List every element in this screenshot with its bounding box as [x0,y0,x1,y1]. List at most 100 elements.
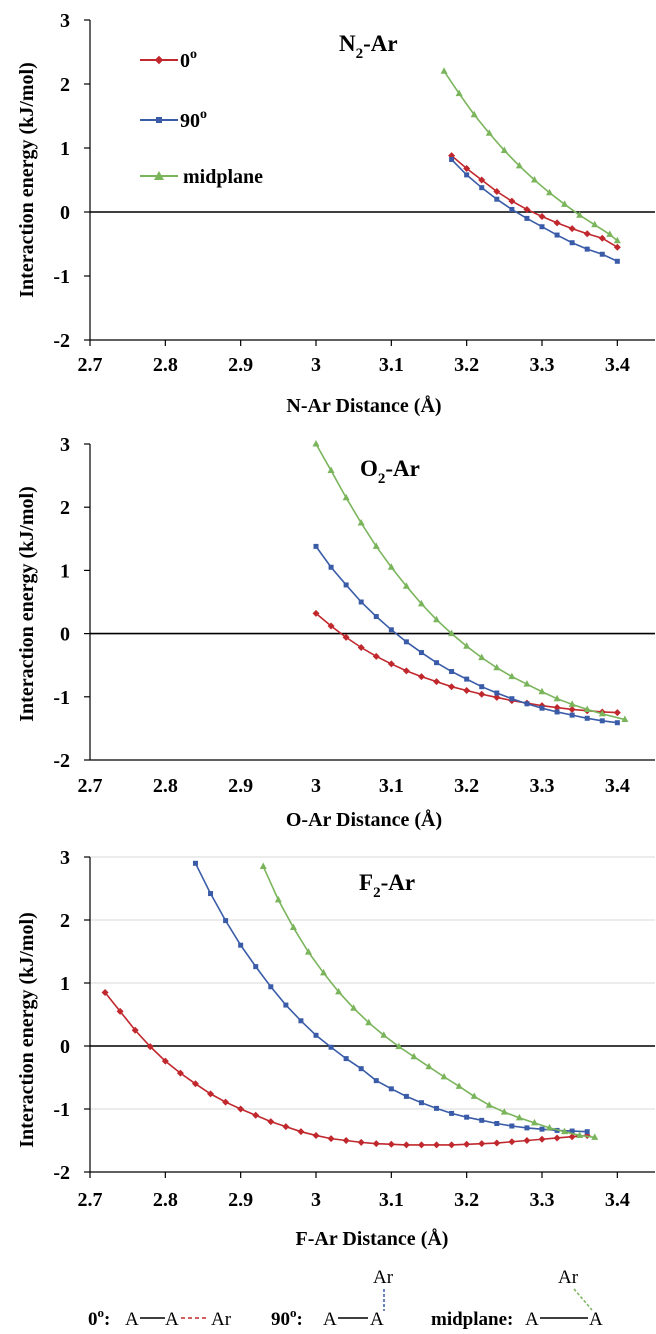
diagram-0deg: 0o: A A Ar [88,1305,232,1330]
data-point [585,716,590,721]
y-axis-label: Interaction energy (kJ/mol) [16,62,38,298]
data-point [570,240,575,245]
data-point [584,230,591,237]
data-point [373,653,380,660]
y-tick-label: 2 [60,497,70,519]
data-point [554,1134,561,1141]
data-point [600,252,605,257]
data-point [494,1121,499,1126]
data-point [614,244,621,251]
x-axis-label: F-Ar Distance (Å) [296,1227,449,1250]
data-point [441,67,448,74]
data-point [585,1129,590,1134]
data-point [418,1141,425,1148]
series-line [444,71,617,241]
data-point [433,678,440,685]
data-point [615,259,620,264]
series-90o [449,157,620,264]
y-tick-label: 1 [60,138,70,160]
y-tick-label: 0 [60,624,70,646]
y-tick-label: -2 [53,330,70,352]
data-point [614,709,621,716]
data-point [267,1118,274,1125]
data-point [404,639,409,644]
panel-n2-ar: -2-101232.7 2.8 2.9 3 3.1 3.2 3.3 3.4 N2-Ar N-A… [16,10,655,417]
y-tick-label: 1 [60,560,70,582]
interaction-line [574,1289,592,1310]
data-point [569,706,576,713]
data-point [494,691,499,696]
data-point [464,677,469,682]
data-point [555,709,560,714]
diagram-label-90deg: 90o: [271,1305,303,1330]
x-tick-label: 3 [311,775,321,797]
diagram-label-0deg: 0o: [88,1305,110,1330]
data-point [193,861,198,866]
data-point [297,1128,304,1135]
x-tick-label: 3.3 [530,775,555,797]
data-point [344,1056,349,1061]
x-tick-label: 3.2 [454,1189,479,1211]
data-point [222,1099,229,1106]
series-90o [314,544,620,725]
data-point [478,654,485,661]
data-point [298,1018,303,1023]
y-tick-label: 3 [60,847,70,869]
data-point [561,200,568,207]
x-tick-label: 2.7 [78,1189,103,1211]
series-0o [448,152,621,251]
data-point [585,247,590,252]
data-point [389,1086,394,1091]
x-tick-label: 3.4 [605,354,630,376]
x-axis-label: O-Ar Distance (Å) [286,808,442,831]
data-point [275,896,282,903]
x-tick-label: 3.1 [379,354,404,376]
data-point [524,216,529,221]
series-0o [102,989,591,1148]
legend-marker [156,117,162,123]
data-point [313,440,320,447]
plot-area: -2 -1 0 1 2 3 2.7 2.8 2.9 3 3.1 3.2 3.3 3.4 [53,847,655,1211]
atom-ar: Ar [211,1309,232,1330]
legend-label: midplane [183,166,263,188]
data-point [418,673,425,680]
atom-ar: Ar [558,1267,579,1288]
data-point [433,1141,440,1148]
data-point [374,614,379,619]
data-point [313,1132,320,1139]
data-point [524,1125,529,1130]
legend-item-90deg: 90o [140,107,207,132]
data-point [343,1137,350,1144]
y-tick-label: 3 [60,434,70,456]
x-tick-label: 2.8 [153,1189,178,1211]
data-point [282,1123,289,1130]
data-point [449,1111,454,1116]
data-point [464,172,469,177]
data-point [540,1127,545,1132]
data-point [237,1106,244,1113]
diagram-label-midplane: midplane: [431,1309,513,1330]
data-point [448,1141,455,1148]
y-tick-label: 0 [60,1036,70,1058]
data-point [478,1140,485,1147]
data-point [478,691,485,698]
diagram-midplane: midplane: A A Ar [431,1267,603,1330]
y-tick-label: 3 [60,10,70,32]
data-point [388,660,395,667]
plot-area: -2 -1 0 1 2 3 2.7 2.8 2.9 3 3.1 3.2 3.3 3.4 [53,434,655,797]
legend-label: 0o [180,47,197,72]
y-tick-label: -1 [53,687,70,709]
data-point [539,1136,546,1143]
data-point [359,1066,364,1071]
data-point [524,701,529,706]
data-point [540,706,545,711]
data-point [328,1135,335,1142]
atom-a: A [370,1309,384,1330]
data-point [509,207,514,212]
data-point [569,225,576,232]
data-point [555,233,560,238]
x-tick-label: 3.1 [379,775,404,797]
legend-label: 90o [180,107,207,132]
x-tick-label: 3.4 [605,775,630,797]
